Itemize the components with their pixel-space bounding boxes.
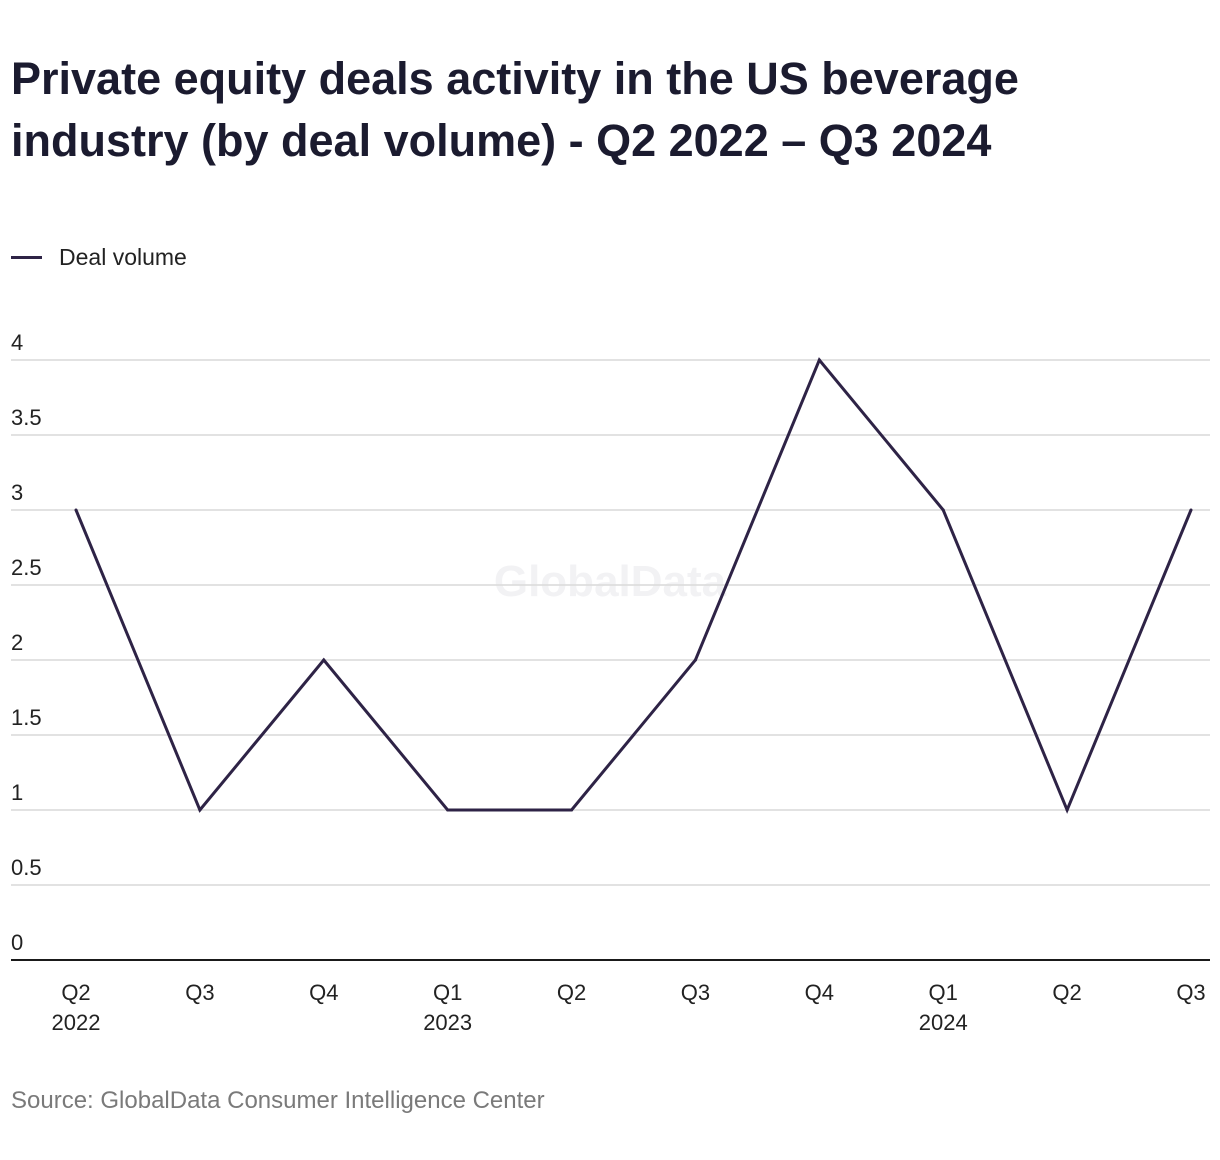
- x-tick-label: Q2: [61, 980, 90, 1005]
- y-tick-label: 4: [11, 330, 23, 355]
- x-tick-year-label: 2022: [52, 1010, 101, 1035]
- y-tick-label: 0.5: [11, 855, 42, 880]
- gridlines: [11, 359, 1210, 961]
- x-tick-label: Q3: [185, 980, 214, 1005]
- x-tick-label: Q4: [805, 980, 834, 1005]
- data-point: [941, 508, 945, 512]
- watermark: GlobalData: [494, 557, 727, 606]
- data-point: [693, 658, 697, 662]
- data-point: [570, 808, 574, 812]
- x-tick-label: Q3: [1176, 980, 1205, 1005]
- x-tick-label: Q2: [557, 980, 586, 1005]
- source-note: Source: GlobalData Consumer Intelligence…: [11, 1087, 545, 1114]
- data-point: [1189, 508, 1193, 512]
- x-axis-ticks: Q2 2022 Q3 Q4 Q1 2023 Q2 Q3 Q4 Q1 2024 Q2 Q3: [52, 980, 1206, 1035]
- y-tick-label: 2.5: [11, 555, 42, 580]
- data-point: [322, 658, 326, 662]
- x-tick-label: Q2: [1052, 980, 1081, 1005]
- y-tick-label: 2: [11, 630, 23, 655]
- x-tick-year-label: 2024: [919, 1010, 968, 1035]
- y-tick-label: 0: [11, 930, 23, 955]
- x-tick-label: Q1: [929, 980, 958, 1005]
- data-point: [1065, 808, 1069, 812]
- x-tick-label: Q4: [309, 980, 338, 1005]
- x-tick-label: Q1: [433, 980, 462, 1005]
- y-tick-label: 1: [11, 780, 23, 805]
- y-tick-label: 1.5: [11, 705, 42, 730]
- data-point: [446, 808, 450, 812]
- legend-label: Deal volume: [59, 243, 187, 270]
- series-layer: [74, 357, 1193, 814]
- data-point: [817, 358, 821, 362]
- y-tick-label: 3: [11, 480, 23, 505]
- legend: Deal volume: [11, 242, 187, 272]
- x-tick-label: Q3: [681, 980, 710, 1005]
- y-axis-ticks: 0 0.5 1 1.5 2 2.5 3 3.5 4: [11, 330, 42, 955]
- data-point: [198, 808, 202, 812]
- y-tick-label: 3.5: [11, 405, 42, 430]
- legend-line-swatch: [11, 255, 42, 259]
- chart-title: Private equity deals activity in the US …: [11, 53, 1019, 166]
- x-tick-year-label: 2023: [423, 1010, 472, 1035]
- series-line-deal-volume: [74, 357, 1193, 814]
- data-point: [74, 508, 78, 512]
